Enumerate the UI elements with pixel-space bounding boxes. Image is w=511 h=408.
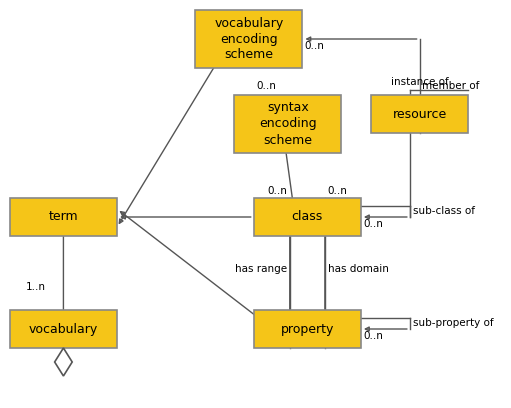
Text: has range: has range [235,264,287,274]
Text: 0..n: 0..n [256,81,276,91]
Text: 1..n: 1..n [26,282,46,292]
Text: property: property [281,322,334,335]
Text: vocabulary
encoding
scheme: vocabulary encoding scheme [214,16,284,62]
Text: 0..n: 0..n [305,41,324,51]
Bar [234,95,341,153]
Text: member of: member of [423,81,480,91]
Bar [253,310,361,348]
Bar [10,310,117,348]
Text: 0..n: 0..n [363,331,383,341]
Text: 0..n: 0..n [363,219,383,229]
Text: sub-class of: sub-class of [413,206,475,217]
Text: resource: resource [392,107,447,120]
Bar [195,10,303,68]
Text: instance of: instance of [391,77,449,87]
Text: class: class [292,211,323,224]
Bar [253,198,361,236]
Text: sub-property of: sub-property of [413,319,493,328]
Polygon shape [55,348,72,376]
Bar [371,95,468,133]
Text: vocabulary: vocabulary [29,322,98,335]
Text: syntax
encoding
scheme: syntax encoding scheme [259,102,317,146]
Text: has domain: has domain [328,264,389,274]
Text: 0..n: 0..n [328,186,347,196]
Bar [10,198,117,236]
Text: 0..n: 0..n [267,186,287,196]
Text: term: term [49,211,78,224]
